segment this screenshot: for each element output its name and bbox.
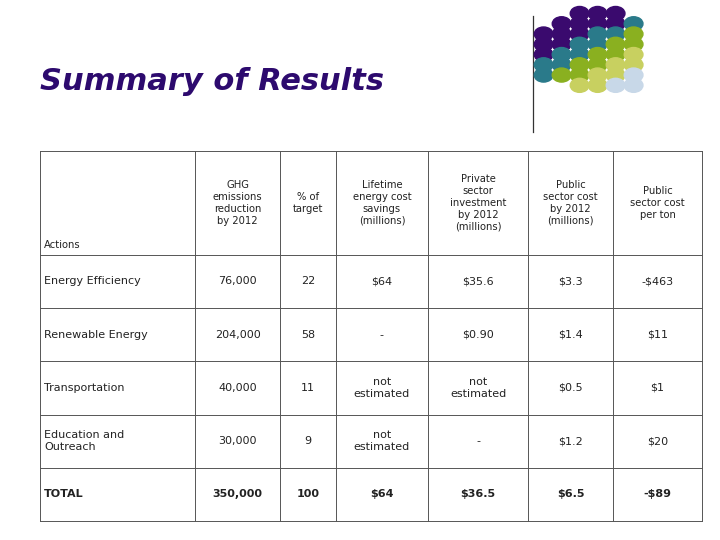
Text: 76,000: 76,000 <box>218 276 257 286</box>
Text: $6.5: $6.5 <box>557 489 585 500</box>
Text: -$463: -$463 <box>642 276 674 286</box>
Text: $1: $1 <box>651 383 665 393</box>
Text: $11: $11 <box>647 330 668 340</box>
Text: $0.90: $0.90 <box>462 330 494 340</box>
Text: TOTAL: TOTAL <box>44 489 84 500</box>
Text: % of
target: % of target <box>293 192 323 214</box>
Text: 9: 9 <box>305 436 312 446</box>
Text: $64: $64 <box>372 276 392 286</box>
Text: $20: $20 <box>647 436 668 446</box>
Text: -: - <box>380 330 384 340</box>
Text: GHG
emissions
reduction
by 2012: GHG emissions reduction by 2012 <box>213 180 262 226</box>
Text: $35.6: $35.6 <box>462 276 494 286</box>
Text: Energy Efficiency: Energy Efficiency <box>44 276 140 286</box>
Text: not
estimated: not estimated <box>354 377 410 399</box>
Text: $0.5: $0.5 <box>558 383 583 393</box>
Text: $3.3: $3.3 <box>558 276 583 286</box>
Text: Lifetime
energy cost
savings
(millions): Lifetime energy cost savings (millions) <box>353 180 411 226</box>
Text: Private
sector
investment
by 2012
(millions): Private sector investment by 2012 (milli… <box>450 174 506 232</box>
Text: $36.5: $36.5 <box>461 489 495 500</box>
Text: Actions: Actions <box>44 240 81 251</box>
Text: 22: 22 <box>301 276 315 286</box>
Text: Renewable Energy: Renewable Energy <box>44 330 148 340</box>
Text: 100: 100 <box>297 489 320 500</box>
Text: 40,000: 40,000 <box>218 383 257 393</box>
Text: 350,000: 350,000 <box>212 489 263 500</box>
Text: Summary of Results: Summary of Results <box>40 68 384 97</box>
Text: -: - <box>476 436 480 446</box>
Text: Education and
Outreach: Education and Outreach <box>44 430 124 453</box>
Text: Transportation: Transportation <box>44 383 125 393</box>
Text: -$89: -$89 <box>644 489 672 500</box>
Text: 11: 11 <box>301 383 315 393</box>
Text: $1.4: $1.4 <box>558 330 583 340</box>
Text: Public
sector cost
by 2012
(millions): Public sector cost by 2012 (millions) <box>544 180 598 226</box>
Text: 58: 58 <box>301 330 315 340</box>
Text: $64: $64 <box>370 489 394 500</box>
Text: 204,000: 204,000 <box>215 330 261 340</box>
Text: Public
sector cost
per ton: Public sector cost per ton <box>630 186 685 220</box>
Text: not
estimated: not estimated <box>354 430 410 453</box>
Text: 30,000: 30,000 <box>218 436 257 446</box>
Text: not
estimated: not estimated <box>450 377 506 399</box>
Text: $1.2: $1.2 <box>558 436 583 446</box>
